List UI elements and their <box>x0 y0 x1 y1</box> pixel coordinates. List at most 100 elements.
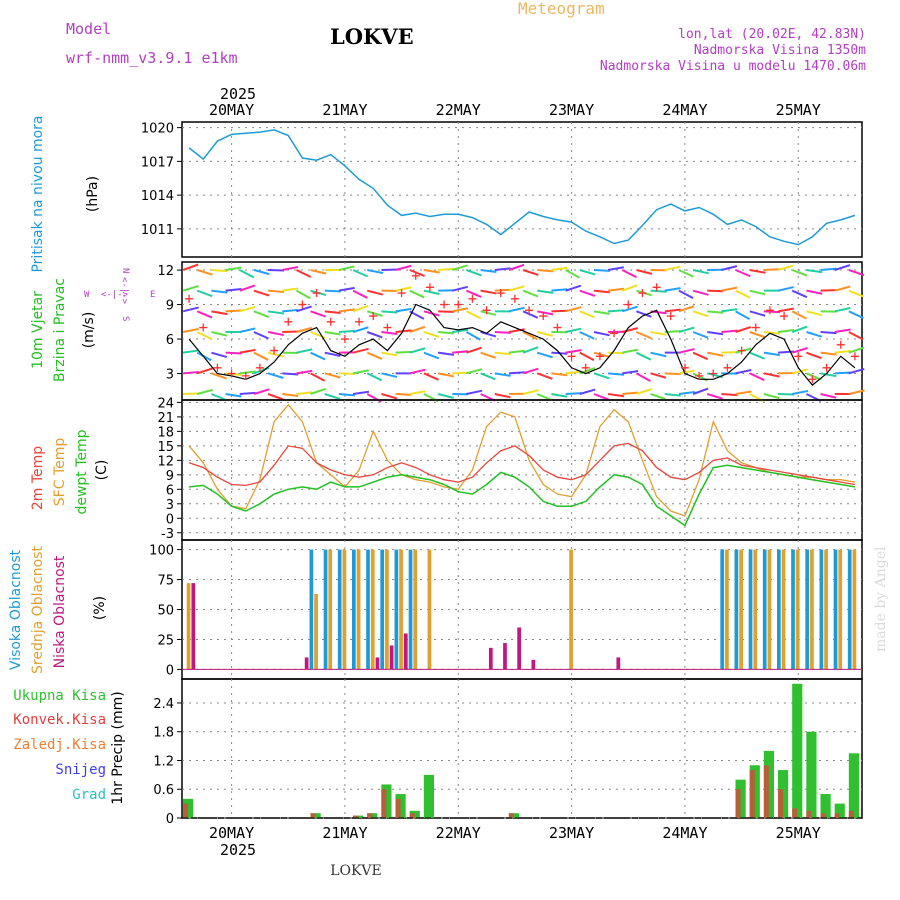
wind-arrow <box>381 331 398 335</box>
gust-marker <box>411 271 420 280</box>
gust-marker <box>709 369 718 378</box>
wind-arrow <box>565 269 581 279</box>
mid-cloud-bar <box>810 549 814 670</box>
wind-arrow <box>352 326 369 333</box>
wind-arrow <box>650 351 667 358</box>
wind-arrow <box>721 286 738 292</box>
wind-arrow <box>721 393 738 397</box>
footer-station: LOKVE <box>330 863 382 879</box>
y-tick-label: 50 <box>157 604 174 619</box>
wind-arrow <box>310 269 327 275</box>
gust-marker <box>397 289 406 298</box>
wind-arrow <box>494 267 511 271</box>
wind-arrow <box>593 310 610 315</box>
wind-arrow <box>707 310 724 314</box>
y-tick-label: 1.2 <box>153 754 174 769</box>
wind-arrow <box>522 310 539 319</box>
mid-cloud-bar <box>186 583 191 670</box>
wind-arrow <box>635 372 651 382</box>
bottom-day-label: 20MAY <box>209 824 254 842</box>
wind-arrow <box>352 289 368 299</box>
low-cloud-bar <box>389 645 394 670</box>
wind-arrow <box>409 289 425 299</box>
wind-arrow <box>310 351 326 361</box>
high-cloud-bar <box>337 549 342 670</box>
wind-arrow <box>778 350 795 354</box>
wind-arrow <box>338 329 355 333</box>
compass-w: W <box>84 290 90 300</box>
wind-arrow <box>551 266 568 271</box>
wind-speed-line <box>188 303 856 386</box>
mid-cloud-bar <box>427 549 432 670</box>
gust-marker <box>751 323 760 332</box>
mid-cloud-bar <box>725 549 729 670</box>
bottom-day-label: 25MAY <box>776 824 821 842</box>
wind-arrow <box>522 331 538 341</box>
wind-arrow <box>692 331 709 339</box>
wind-arrow <box>777 329 795 333</box>
high-cloud-bar <box>833 549 838 670</box>
wind-arrow <box>295 269 312 278</box>
t2m-label: 2m Temp <box>30 446 46 510</box>
high-cloud-bar <box>734 549 739 670</box>
wind-arrow <box>395 264 412 271</box>
wind-arrow <box>763 372 780 378</box>
wind-arrow <box>352 390 370 395</box>
y-tick-label: 1011 <box>141 223 174 238</box>
wind-arrow <box>494 393 511 399</box>
wind-arrow <box>735 390 752 395</box>
gust-marker <box>425 283 434 292</box>
wind-arrow <box>749 269 766 274</box>
mid-cloud-bar <box>399 549 403 670</box>
wind-arrow <box>664 308 681 313</box>
wind-arrow <box>282 265 299 271</box>
wind-arrow <box>721 308 738 313</box>
wind-arrow <box>537 331 554 337</box>
wind-arrow <box>352 269 369 278</box>
wind-arrow <box>820 267 837 271</box>
y-tick-label: 0 <box>166 812 174 827</box>
wind-arrow <box>763 351 780 357</box>
wind-arrow <box>338 393 355 397</box>
y-tick-label: 0.6 <box>153 783 174 798</box>
wind-arrow <box>296 369 313 375</box>
wind-arrow <box>565 284 582 292</box>
graupel-label: Grad <box>72 787 106 803</box>
wind-arrow <box>636 388 652 395</box>
mid-cloud-bar <box>781 549 786 670</box>
wind-arrow <box>749 331 766 339</box>
wind-arrow <box>834 371 851 375</box>
wind-arrow <box>466 269 482 277</box>
wind-arrow <box>664 372 681 376</box>
wind-arrow <box>622 327 639 333</box>
wind-arrow <box>551 309 568 313</box>
gust-marker <box>836 340 845 349</box>
wind-arrow <box>310 387 327 395</box>
wind-arrow <box>579 388 596 395</box>
wind-arrow <box>791 347 808 354</box>
wind-arrow <box>834 264 851 271</box>
wind-arrow <box>692 289 709 296</box>
wind-arrow <box>466 389 483 395</box>
wind-arrow <box>182 327 199 333</box>
wind-arrow <box>664 265 681 271</box>
wind-arrow <box>268 269 285 272</box>
wind-arrow <box>225 287 242 292</box>
mid-cloud-bar <box>852 549 857 670</box>
temp-unit: (C) <box>94 460 110 481</box>
wind-arrow <box>522 367 539 375</box>
mid-cloud-label: Srednja Oblacnost <box>30 546 46 674</box>
tsfc-label: SFC Temp <box>52 438 68 507</box>
bottom-day-label: 22MAY <box>436 824 481 842</box>
wind-arrow <box>423 351 440 360</box>
wind-arrow <box>338 372 355 375</box>
wind-arrow <box>735 369 752 375</box>
wind-arrow <box>707 289 724 293</box>
y-tick-label: 15 <box>157 440 174 455</box>
y-tick-label: 1020 <box>141 122 174 137</box>
wind-arrow <box>324 393 341 400</box>
wind-arrow <box>466 289 482 298</box>
y-tick-label: 9 <box>166 299 174 314</box>
gust-marker <box>454 300 463 309</box>
total-precip-bar <box>834 803 845 818</box>
